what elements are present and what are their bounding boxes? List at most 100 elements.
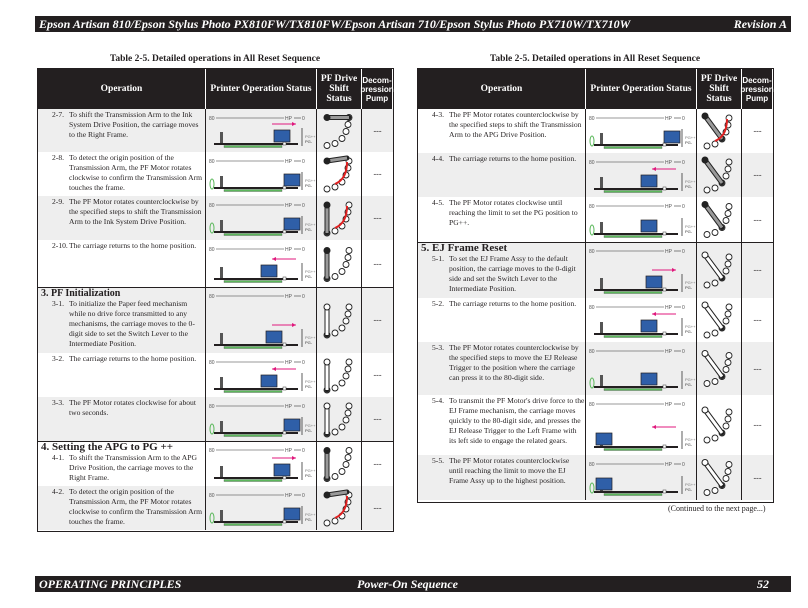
section-heading: 3. PF Initialization — [41, 288, 121, 299]
svg-text:HP: HP — [285, 294, 293, 300]
svg-text:HP: HP — [665, 249, 673, 255]
pump-value: --- — [753, 420, 762, 430]
step-description: To initialize the Paper feed mechanism w… — [69, 299, 195, 348]
pump-value: --- — [373, 315, 382, 325]
svg-text:PG-: PG- — [685, 140, 693, 145]
step-description: The PF Motor rotates counterclockwise un… — [449, 456, 570, 485]
step-description: The carriage returns to the home positio… — [449, 154, 577, 163]
svg-text:0: 0 — [302, 493, 305, 499]
svg-text:0: 0 — [302, 203, 305, 209]
svg-text:0: 0 — [682, 305, 685, 311]
printer-status-diagram: 80 HP 0 PG++PG- — [209, 493, 316, 526]
section-heading: 5. EJ Frame Reset — [421, 242, 508, 254]
pump-value: --- — [753, 364, 762, 373]
right-table: Operation Printer Operation Status PF Driv… — [417, 68, 774, 503]
printer-status-cell: 80 HP 0 PG++ PG- — [586, 242, 697, 298]
svg-text:80: 80 — [589, 349, 595, 355]
table-row: 4-2. To detect the origin position of the… — [38, 486, 393, 530]
table-row: 4. Setting the APG to PG ++ 4-1. To shift … — [38, 441, 393, 486]
operation-cell: 3. PF Initialization 3-1. To initialize th… — [38, 287, 206, 353]
svg-text:80: 80 — [589, 249, 595, 255]
pf-drive-cell — [317, 441, 362, 486]
step-description: To shift the Transmission Arm to the APG… — [69, 453, 197, 482]
svg-text:PG++: PG++ — [305, 468, 316, 473]
table-row: 5-4. To transmit the PF Motor's drive for… — [418, 395, 773, 455]
step-number: 4-4. — [432, 154, 445, 163]
svg-text:PG++: PG++ — [685, 280, 696, 285]
svg-text:80: 80 — [589, 462, 595, 468]
pump-cell: --- — [362, 109, 393, 152]
svg-text:PG-: PG- — [685, 285, 693, 290]
step-description: To detect the origin position of the Tra… — [69, 153, 203, 192]
step-description: The carriage returns to the home positio… — [449, 299, 577, 308]
svg-text:PG++: PG++ — [685, 377, 696, 382]
pf-drive-cell — [697, 153, 742, 197]
printer-status-diagram: 80 HP 0 PG++PG- — [589, 204, 696, 238]
table-row: 2-8. To detect the origin position of the… — [38, 152, 393, 196]
step-number: 5-4. — [432, 396, 445, 405]
svg-text:PG++: PG++ — [305, 379, 316, 384]
table-row: 3-2. The carriage returns to the home pos… — [38, 353, 393, 397]
svg-text:0: 0 — [682, 462, 685, 468]
svg-text:PG-: PG- — [305, 274, 313, 279]
step-number: 2-7. — [52, 110, 65, 119]
step-description: The PF Motor rotates clockwise until rea… — [449, 198, 578, 227]
table-row: 4-5. The PF Motor rotates clockwise until… — [418, 197, 773, 242]
svg-text:80: 80 — [209, 448, 215, 454]
svg-text:0: 0 — [302, 360, 305, 366]
operation-cell: 5. EJ Frame Reset 5-1. To set the EJ Frame… — [418, 242, 586, 298]
pump-cell: --- — [362, 397, 393, 441]
printer-status-diagram: 80 HP 0 PG++PG- — [209, 360, 316, 393]
operation-cell: 4-5. The PF Motor rotates clockwise until… — [418, 197, 586, 242]
operation-cell: 3-3. The PF Motor rotates clockwise for a… — [38, 397, 206, 441]
svg-text:HP: HP — [665, 305, 673, 311]
pump-cell: --- — [362, 287, 393, 353]
svg-text:PG-: PG- — [305, 340, 313, 345]
pump-value: --- — [373, 414, 382, 424]
svg-text:0: 0 — [302, 159, 305, 165]
header-bar: Epson Artisan 810/Epson Stylus Photo PX8… — [35, 16, 791, 32]
pump-value: --- — [753, 315, 762, 325]
printer-status-diagram: 80 HP 0 PG++PG- — [209, 404, 316, 437]
svg-text:PG-: PG- — [305, 473, 313, 478]
operation-cell: 2-9. The PF Motor rotates counterclockwis… — [38, 196, 206, 240]
pf-drive-shift-diagram — [701, 350, 733, 387]
operation-cell: 2-7. To shift the Transmission Arm to the… — [38, 109, 206, 152]
printer-status-cell: 80 HP 0 PG++ PG- — [586, 153, 697, 197]
printer-status-diagram: 80 HP 0 PG++PG- — [589, 305, 696, 338]
svg-text:PG-: PG- — [685, 487, 693, 492]
svg-text:0: 0 — [682, 204, 685, 210]
table-row: 2-10. The carriage returns to the home po… — [38, 240, 393, 287]
printer-status-diagram: 80 HP 0 PG++PG- — [589, 116, 696, 149]
pf-drive-cell — [697, 197, 742, 242]
pump-value: --- — [753, 265, 762, 275]
pump-cell: --- — [362, 441, 393, 486]
pump-value: --- — [373, 213, 382, 223]
continued-note: (Continued to the next page...) — [668, 504, 766, 513]
operation-cell: 5-3. The PF Motor rotates counterclockwis… — [418, 342, 586, 395]
pf-drive-shift-diagram — [323, 358, 353, 394]
step-description: To transmit the PF Motor's drive force t… — [449, 396, 585, 445]
printer-status-diagram: 80 HP 0 PG++PG- — [209, 203, 316, 236]
svg-text:PG++: PG++ — [305, 512, 316, 517]
footer-topic: Power-On Sequence — [357, 577, 458, 591]
table-row: 5. EJ Frame Reset 5-1. To set the EJ Frame… — [418, 242, 773, 298]
svg-text:PG-: PG- — [685, 229, 693, 234]
printer-status-diagram: 80 HP 0 PG++PG- — [589, 349, 696, 391]
pf-drive-shift-diagram — [323, 114, 353, 149]
svg-text:0: 0 — [682, 116, 685, 122]
svg-text:PG-: PG- — [685, 382, 693, 387]
svg-text:PG-: PG- — [305, 428, 313, 433]
pf-drive-shift-diagram — [701, 406, 733, 444]
pf-drive-cell — [697, 395, 742, 455]
pf-drive-shift-diagram — [323, 402, 353, 438]
step-description: The carriage returns to the home positio… — [69, 354, 197, 363]
svg-text:0: 0 — [682, 349, 685, 355]
svg-text:80: 80 — [589, 204, 595, 210]
svg-text:80: 80 — [209, 247, 215, 253]
svg-text:0: 0 — [302, 116, 305, 122]
svg-text:0: 0 — [302, 448, 305, 454]
pump-cell: --- — [742, 153, 773, 197]
column-header: Decom-pression Pump — [360, 69, 394, 109]
pf-drive-shift-diagram — [323, 201, 353, 237]
